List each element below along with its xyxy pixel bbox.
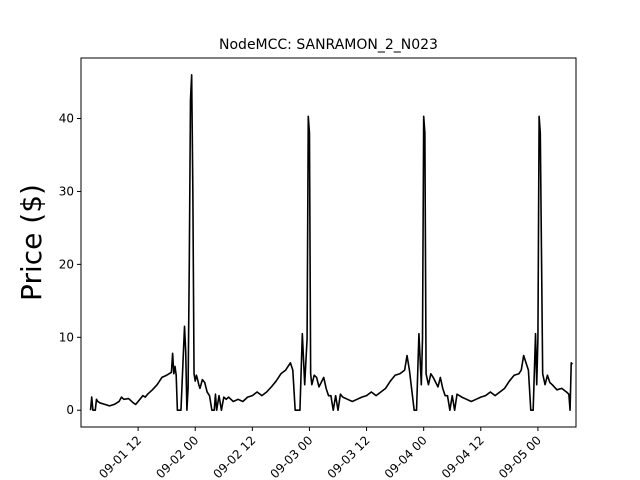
series-line-1 [89,73,574,412]
x-tick-label-2: 09-02 00 [153,433,201,480]
x-tick-label-4: 09-03 00 [268,433,316,480]
chart-marks [89,73,574,412]
y-tick-label-0: 0 [66,403,74,417]
y-tick-label-10: 10 [59,330,74,344]
x-tick-label-1: 09-01 12 [96,433,144,480]
axes-frame [80,57,577,428]
x-tick-label-6: 09-04 00 [382,433,430,480]
y-tick-label-30: 30 [59,184,74,198]
y-axis-label: Price ($) [15,184,48,301]
y-axis: 0 10 20 30 40 [59,112,81,417]
x-tick-label-8: 09-05 00 [496,433,544,480]
x-tick-label-7: 09-04 12 [439,433,487,480]
x-tick-label-5: 09-03 12 [325,433,373,480]
y-tick-label-40: 40 [59,112,74,126]
x-axis: 09-01 12 09-02 00 09-02 12 09-03 00 09-03 12… [96,427,544,480]
chart-title: NodeMCC: SANRAMON_2_N023 [219,37,438,53]
y-tick-label-20: 20 [59,257,74,271]
x-tick-label-3: 09-02 12 [210,433,258,480]
